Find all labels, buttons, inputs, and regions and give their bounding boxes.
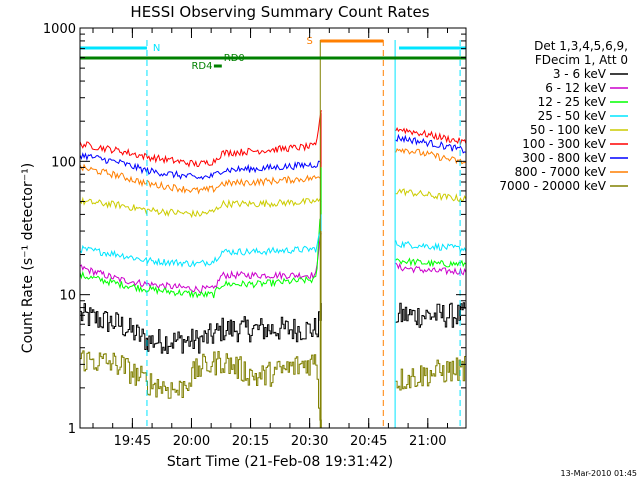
series-line	[79, 231, 467, 268]
series-line	[80, 302, 467, 354]
x-tick-label: 20:15	[232, 434, 269, 449]
legend-entry-label: 3 - 6 keV	[553, 67, 607, 81]
x-axis-label: Start Time (21-Feb-08 19:31:42)	[167, 454, 393, 470]
y-tick-label: 10	[59, 289, 76, 304]
legend-entry-label: 800 - 7000 keV	[515, 165, 607, 179]
x-tick-label: 20:45	[350, 434, 387, 449]
series-line	[79, 233, 467, 294]
x-tick-label: 19:45	[114, 434, 151, 449]
axes-layer: 1 10 100 1000 19:45 20:00 20:15 20:30 20:45 21:00	[43, 22, 467, 449]
legend-entry-label: 50 - 100 keV	[530, 123, 607, 137]
y-axis-label: Count Rate (s⁻¹ detector⁻¹)	[20, 163, 36, 353]
series-line	[79, 110, 467, 168]
legend-entry-label: 25 - 50 keV	[538, 109, 607, 123]
series-line	[79, 217, 467, 299]
legend: Det 1,3,4,5,6,9,FDecim 1, Att 03 - 6 keV…	[499, 39, 628, 193]
legend-entry-label: 6 - 12 keV	[545, 81, 607, 95]
series-line	[79, 148, 467, 195]
series-layer	[79, 110, 467, 428]
legend-entry-label: 100 - 300 keV	[522, 137, 606, 151]
y-tick-label: 1	[68, 422, 76, 437]
footer-date: 13-Mar-2010 01:45	[561, 469, 638, 478]
series-line	[79, 188, 467, 219]
flags-layer: N S RD0 RD4	[80, 36, 466, 428]
plot-frame	[79, 27, 467, 429]
legend-header: FDecim 1, Att 0	[535, 53, 628, 67]
y-tick-label: 1000	[43, 22, 76, 37]
flag-label: RD0	[224, 53, 245, 64]
flag-label: RD4	[191, 61, 212, 72]
y-tick-label: 100	[51, 155, 76, 170]
x-tick-label: 20:30	[291, 434, 328, 449]
legend-entry-label: 7000 - 20000 keV	[499, 179, 606, 193]
x-tick-label: 21:00	[409, 434, 446, 449]
series-line	[79, 133, 467, 180]
chart-title: HESSI Observing Summary Count Rates	[130, 3, 429, 21]
flag-label: N	[153, 43, 160, 54]
flag-label: S	[306, 36, 312, 47]
legend-entry-label: 300 - 800 keV	[522, 151, 606, 165]
legend-entry-label: 12 - 25 keV	[538, 95, 607, 109]
x-tick-label: 20:00	[173, 434, 210, 449]
series-line	[80, 350, 467, 428]
legend-header: Det 1,3,4,5,6,9,	[534, 39, 628, 53]
